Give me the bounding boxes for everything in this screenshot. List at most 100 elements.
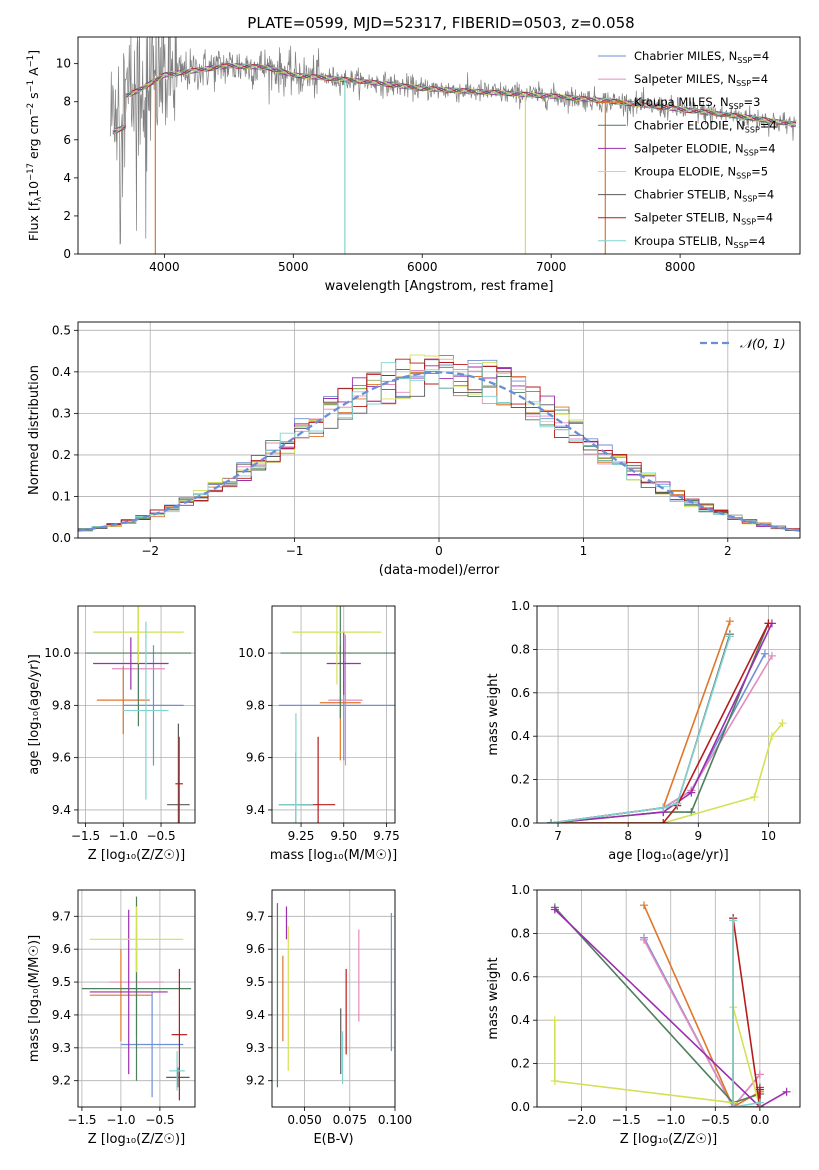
x-tick-label: −2.0 [567, 1113, 596, 1127]
x-tick-label: −0.5 [146, 829, 175, 843]
y-tick-label: 9.3 [246, 1041, 265, 1055]
x-tick-label: 7000 [536, 260, 567, 274]
y-tick-label: 0.4 [511, 1013, 530, 1027]
y-tick-label: 9.6 [246, 942, 265, 956]
axes-frame [271, 605, 396, 824]
x-tick-label: −1.5 [67, 1113, 96, 1127]
age-vs-mass-panel: 9.25 9.50 9.75 9.4 9.6 9.8 10.0 mass [log₁₀(M/M… [238, 605, 400, 863]
y-tick-label: 0.4 [511, 729, 530, 743]
legend-label: Chabrier MILES, NSSP=4 [634, 49, 769, 65]
x-tick-label: 9 [694, 829, 702, 843]
x-axis-label: Z [log₁₀(Z/Z☉)] [620, 1132, 717, 1147]
x-tick-label: 6000 [407, 260, 438, 274]
mass-weight-line [643, 904, 761, 1107]
y-tick-label: 10 [56, 57, 71, 71]
y-tick-label: 8 [63, 95, 71, 109]
mass-weight-marker [639, 901, 648, 910]
mass-weight-marker [550, 1016, 559, 1025]
y-tick-label: 9.7 [52, 909, 71, 923]
mass-weight-marker [687, 788, 696, 797]
axes-frame [536, 605, 801, 824]
legend-label: Chabrier ELODIE, NSSP=4 [634, 118, 777, 134]
mass-weight-marker [547, 819, 556, 823]
mass-weight-marker [673, 799, 682, 808]
x-tick-label: 9.25 [288, 829, 315, 843]
x-tick-label: 8000 [665, 260, 696, 274]
x-tick-label: −1 [286, 544, 304, 558]
y-tick-label: 9.6 [246, 751, 265, 765]
y-axis-label: mass [log₁₀(M/M☉)] [27, 935, 42, 1062]
y-tick-label: 9.4 [246, 803, 265, 817]
mass-weight-marker [659, 803, 668, 812]
legend-label: 𝒩(0, 1) [740, 336, 786, 351]
mass-weight-line [550, 623, 773, 823]
age-vs-Z-panel: −1.5 −1.0 −0.5 9.4 9.6 9.8 10.0 Z [log₁₀(Z/Z☉)]… [27, 605, 196, 863]
normal-curve [78, 371, 800, 532]
mass-weight-line [550, 633, 731, 823]
mass-vs-EBV-panel: 0.050 0.075 0.100 9.2 9.3 9.4 9.5 9.6 9.7 E(B-V) [246, 889, 412, 1147]
legend-label: Salpeter STELIB, NSSP=4 [634, 211, 773, 227]
mass-weight-line [554, 908, 787, 1107]
y-axis-label: Normed distribution [27, 365, 42, 495]
y-tick-label: 9.7 [246, 909, 265, 923]
x-axis-label: E(B-V) [313, 1132, 353, 1147]
legend-label: Salpeter MILES, NSSP=4 [634, 72, 768, 88]
mass-weight-marker [659, 819, 668, 823]
mass-weight-vs-age-plot-area [547, 617, 787, 823]
mass-vs-EBV-plot-area [276, 903, 392, 1088]
axes-frame [271, 889, 396, 1108]
y-tick-label: 0.6 [511, 686, 530, 700]
mass-weight-marker [729, 1103, 738, 1107]
y-tick-label: 0.6 [511, 970, 530, 984]
x-tick-label: −0.5 [701, 1113, 730, 1127]
spectrum-panel: 4000 5000 6000 7000 8000 0 2 4 6 8 10 wavelength [A… [26, 36, 801, 294]
y-tick-label: 0.2 [52, 448, 71, 462]
mass-weight-marker [729, 916, 738, 925]
mass-weight-line [643, 937, 761, 1107]
x-tick-label: 8 [624, 829, 632, 843]
axes-frame [77, 605, 196, 824]
histogram-kroupa-stelib [78, 362, 800, 531]
x-tick-label: 7 [554, 829, 562, 843]
x-axis-label: age [log₁₀(age/yr)] [608, 848, 729, 863]
x-tick-label: 10 [761, 829, 776, 843]
mass-weight-marker [755, 1085, 764, 1094]
histogram-chabrier-stelib [78, 359, 800, 532]
x-axis-label: mass [log₁₀(M/M☉)] [270, 848, 397, 863]
mass-weight-line [554, 1006, 761, 1107]
mass-weight-line [732, 918, 761, 1107]
y-tick-label: 0.2 [511, 1057, 530, 1071]
axes-frame [77, 321, 801, 539]
y-tick-label: 9.6 [52, 751, 71, 765]
x-tick-label: 0.075 [333, 1113, 367, 1127]
mass-weight-marker [760, 649, 769, 658]
mass-weight-vs-age-panel: 7 8 9 10 0.0 0.2 0.4 0.6 0.8 1.0 age [log₁₀(age/yr… [486, 599, 801, 863]
legend-label: Salpeter ELODIE, NSSP=4 [634, 141, 776, 157]
mass-weight-marker [782, 1087, 791, 1096]
y-tick-label: 0 [63, 247, 71, 261]
model-spectrum-salpeter-stelib [112, 63, 797, 134]
mass-weight-marker [725, 632, 734, 641]
x-axis-label: Z [log₁₀(Z/Z☉)] [88, 1132, 185, 1147]
mass-weight-line [550, 636, 731, 823]
figure-title: PLATE=0599, MJD=52317, FIBERID=0503, z=0… [247, 14, 634, 32]
x-tick-label: 0.050 [287, 1113, 321, 1127]
x-tick-label: −1.5 [612, 1113, 641, 1127]
y-tick-label: 1.0 [511, 599, 530, 613]
y-tick-label: 0.1 [52, 489, 71, 503]
y-tick-label: 9.6 [52, 942, 71, 956]
model-spectrum-kroupa-stelib [112, 63, 797, 135]
axes-frame [536, 889, 801, 1108]
mass-vs-Z-panel: −1.5 −1.0 −0.5 9.2 9.3 9.4 9.5 9.6 9.7 Z [log₁₀(Z… [27, 889, 196, 1147]
y-tick-label: 10.0 [44, 646, 71, 660]
spectrum-legend: Chabrier MILES, NSSP=4 Salpeter MILES, NS… [598, 49, 777, 250]
mass-weight-marker [778, 719, 787, 728]
x-tick-label: 5000 [278, 260, 309, 274]
y-tick-label: 9.5 [246, 975, 265, 989]
y-axis-label: Flux [fλ10−17 erg cm−2 s−1 A−1] [26, 50, 44, 241]
age-vs-mass-plot-area [278, 606, 395, 823]
y-tick-label: 0.2 [511, 773, 530, 787]
y-tick-label: 0.4 [52, 365, 71, 379]
y-tick-label: 0.8 [511, 642, 530, 656]
